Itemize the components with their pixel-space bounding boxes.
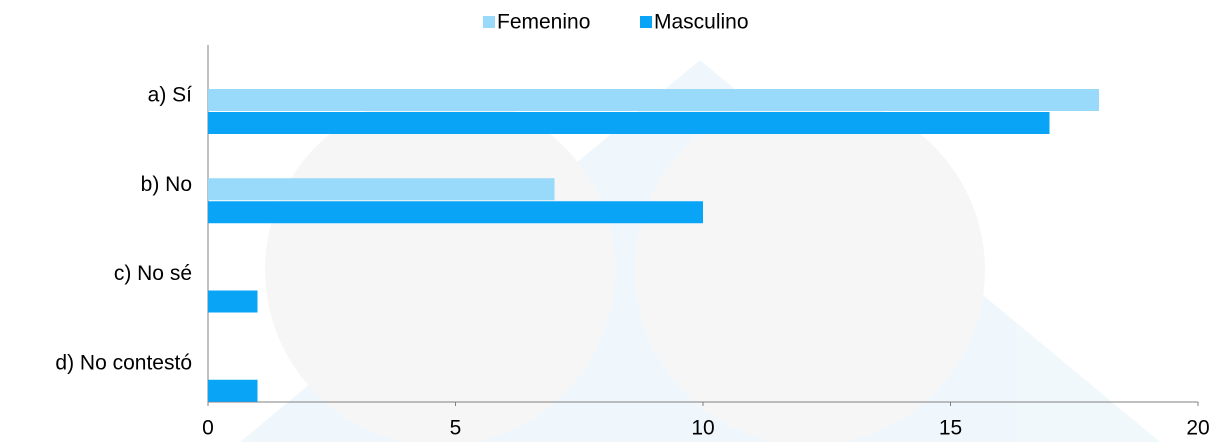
x-tick-label: 5	[450, 417, 462, 440]
legend-swatch	[483, 16, 495, 28]
y-tick-label: c) No sé	[114, 262, 192, 285]
y-tick-label: b) No	[141, 173, 192, 196]
legend-swatch	[640, 16, 652, 28]
y-tick-label: d) No contestó	[55, 351, 192, 374]
watermark-circle	[635, 95, 985, 442]
y-tick-label: a) Sí	[148, 84, 193, 107]
bar	[208, 379, 258, 402]
bar	[208, 178, 555, 201]
bar	[208, 201, 703, 224]
bar	[208, 112, 1050, 134]
x-tick-label: 10	[691, 417, 714, 440]
watermark-circle	[265, 95, 615, 442]
bar	[208, 89, 1099, 111]
watermark	[240, 60, 1160, 442]
legend-label: Femenino	[497, 11, 590, 34]
x-tick-label: 0	[202, 417, 214, 440]
x-tick-label: 15	[939, 417, 962, 440]
bar	[208, 290, 258, 313]
legend-label: Masculino	[654, 11, 749, 34]
x-tick-label: 20	[1186, 417, 1209, 440]
